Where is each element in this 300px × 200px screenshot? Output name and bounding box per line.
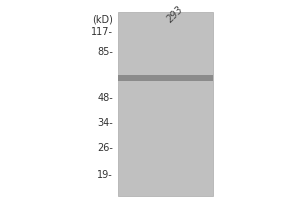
Text: 85-: 85- bbox=[97, 47, 113, 57]
Text: 117-: 117- bbox=[91, 27, 113, 37]
Text: 293: 293 bbox=[165, 4, 185, 24]
Bar bbox=[118, 71, 213, 86]
Bar bbox=[118, 69, 213, 87]
Bar bbox=[118, 73, 213, 82]
Bar bbox=[118, 12, 213, 196]
Text: 26-: 26- bbox=[97, 143, 113, 153]
Bar bbox=[118, 75, 213, 81]
Text: 48-: 48- bbox=[97, 93, 113, 103]
Text: (kD): (kD) bbox=[92, 14, 113, 24]
Text: 19-: 19- bbox=[97, 170, 113, 180]
Text: 34-: 34- bbox=[97, 118, 113, 128]
Bar bbox=[118, 72, 213, 84]
